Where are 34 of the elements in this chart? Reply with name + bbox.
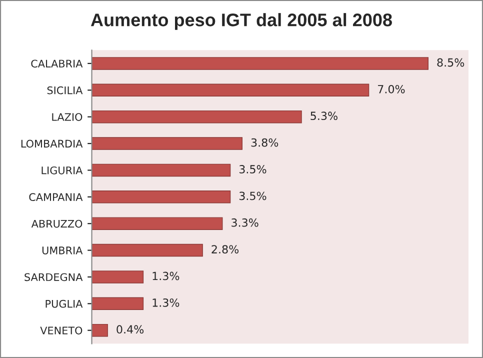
y-tick-label: LAZIO bbox=[52, 113, 82, 121]
data-label: 3.5% bbox=[239, 192, 266, 200]
data-label: 2.8% bbox=[212, 245, 239, 254]
y-tick-label: LIGURIA bbox=[42, 166, 83, 174]
bar bbox=[92, 297, 144, 310]
bar bbox=[92, 324, 108, 337]
y-tick-label: CAMPANIA bbox=[29, 193, 83, 202]
bar bbox=[92, 110, 302, 124]
data-label: 8.5% bbox=[437, 58, 464, 67]
y-tick-label: CALABRIA bbox=[31, 60, 83, 68]
data-label: 3.3% bbox=[232, 218, 258, 227]
data-label: 3.8% bbox=[251, 138, 278, 147]
chart-title: Aumento peso IGT dal 2005 al 2008 bbox=[90, 13, 392, 30]
data-label: 0.4% bbox=[116, 325, 144, 334]
y-tick-label: PUGLIA bbox=[46, 300, 83, 308]
y-tick-label: SARDEGNA bbox=[24, 273, 83, 282]
data-label: 5.3% bbox=[310, 112, 338, 120]
bar bbox=[92, 190, 231, 204]
data-label: 7.0% bbox=[378, 84, 405, 94]
bar bbox=[92, 137, 242, 150]
bar bbox=[92, 244, 203, 257]
bar bbox=[92, 164, 231, 177]
data-label: 1.3% bbox=[152, 272, 180, 280]
data-label: 1.3% bbox=[152, 298, 180, 307]
bar bbox=[92, 217, 223, 230]
bar bbox=[92, 84, 370, 97]
y-tick-label: LOMBARDIA bbox=[21, 140, 83, 148]
bar bbox=[92, 270, 144, 284]
y-tick-label: UMBRIA bbox=[42, 246, 83, 254]
data-label: 3.5% bbox=[239, 165, 266, 174]
y-tick-label: SICILIA bbox=[47, 86, 83, 94]
y-tick-label: ABRUZZO bbox=[31, 220, 82, 228]
bar bbox=[92, 57, 428, 70]
y-tick-label: VENETO bbox=[40, 326, 82, 334]
